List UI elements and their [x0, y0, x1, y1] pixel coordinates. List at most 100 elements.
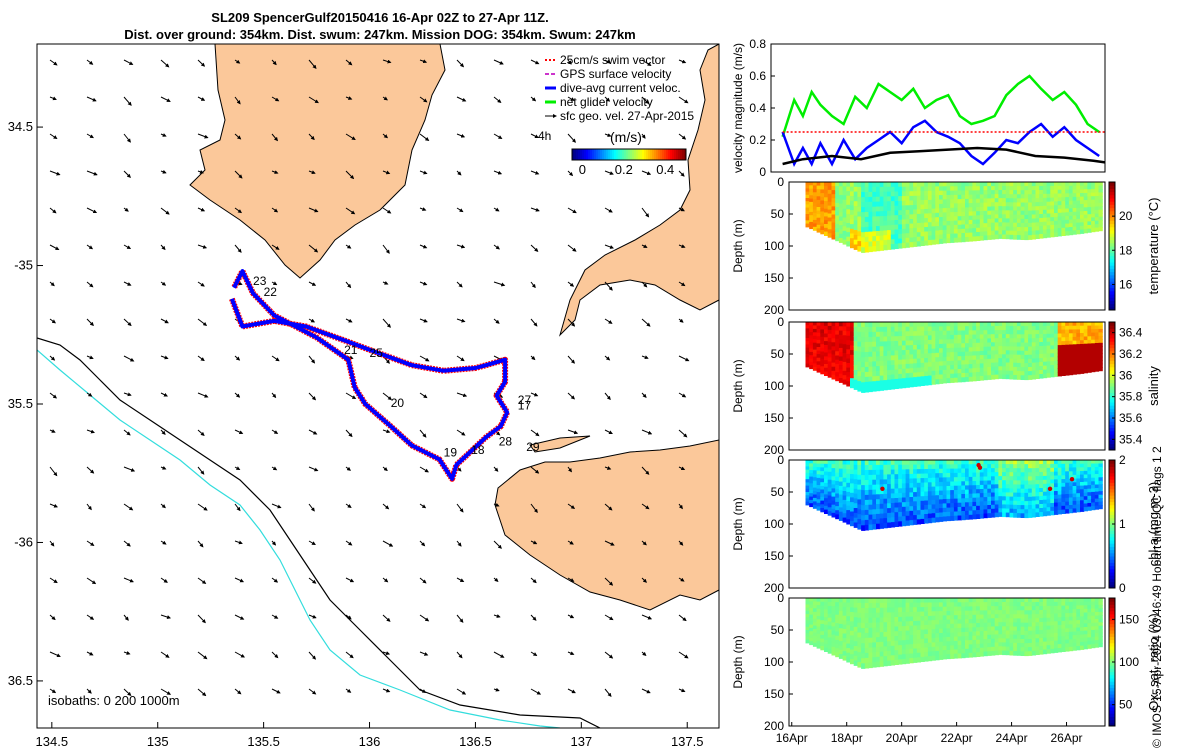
section-cell	[905, 336, 910, 342]
section-cell	[961, 494, 966, 499]
section-cell	[1091, 474, 1096, 479]
section-cell	[994, 598, 999, 603]
section-cell	[1009, 476, 1014, 481]
section-cell	[805, 479, 810, 483]
surface-velocity-arrow	[382, 614, 391, 622]
section-cell	[965, 614, 970, 620]
section-cell	[872, 336, 877, 343]
surface-velocity-arrow	[234, 392, 241, 398]
section-cell	[998, 602, 1003, 607]
surface-velocity-arrow	[456, 170, 462, 176]
section-cell	[998, 214, 1003, 219]
section-cell	[1054, 372, 1059, 377]
section-colorbar-cell	[1109, 504, 1115, 509]
section-cell	[950, 190, 955, 196]
section-cell	[1002, 500, 1007, 505]
section-cell	[812, 202, 818, 207]
section-cell	[901, 635, 907, 641]
section-cell	[950, 598, 955, 603]
section-cell	[857, 642, 862, 648]
section-cell	[820, 642, 825, 647]
section-cell	[1002, 374, 1007, 380]
section-cell	[1028, 222, 1033, 228]
section-cell	[1057, 185, 1062, 191]
section-cell	[820, 478, 825, 483]
section-cell	[965, 364, 970, 370]
section-cell	[901, 186, 907, 192]
section-cell	[861, 628, 866, 634]
section-cell	[1028, 480, 1033, 486]
section-cell	[983, 606, 988, 611]
section-cell	[1016, 334, 1022, 339]
section-cell	[901, 345, 907, 351]
section-cell	[1057, 479, 1062, 484]
section-cell	[853, 498, 858, 504]
section-cell	[876, 607, 881, 614]
section-cell	[901, 649, 907, 655]
section-cell	[876, 182, 881, 188]
section-cell	[965, 194, 970, 200]
section-cell	[805, 182, 810, 186]
section-cell	[876, 346, 881, 352]
section-cell	[831, 468, 836, 473]
section-cell	[831, 496, 836, 502]
section-cell	[927, 473, 933, 479]
section-cell	[883, 331, 888, 338]
section-cell	[972, 186, 977, 191]
surface-velocity-arrow	[234, 244, 242, 253]
section-cell	[1013, 642, 1018, 648]
section-cell	[879, 186, 884, 193]
section-cell	[820, 366, 825, 371]
section-cell	[835, 186, 840, 191]
section-cell	[946, 343, 951, 349]
section-cell	[1054, 197, 1059, 202]
section-cell	[1042, 645, 1048, 651]
section-cell	[879, 216, 884, 222]
section-cell	[905, 191, 910, 197]
section-cell	[991, 354, 996, 360]
section-cell	[920, 191, 925, 197]
section-cell	[805, 214, 810, 218]
section-cell	[1031, 634, 1037, 640]
section-cell	[901, 626, 907, 632]
map-colorbar-tick-label: 0	[579, 162, 586, 177]
section-cell	[827, 322, 832, 327]
section-cell	[850, 196, 855, 202]
surface-velocity-arrow	[49, 207, 57, 214]
section-cell	[968, 652, 973, 658]
section-cell	[1020, 367, 1025, 372]
section-cell	[850, 228, 855, 235]
section-cell	[868, 489, 873, 496]
section-cell	[987, 362, 992, 368]
section-cell	[961, 515, 966, 521]
section-cell	[1042, 221, 1048, 227]
map-colorbar-cell	[590, 149, 593, 160]
section-cell	[805, 485, 810, 490]
section-cell	[1076, 182, 1081, 187]
section-cell	[1020, 472, 1025, 477]
section-cell	[864, 216, 870, 223]
section-cell	[920, 478, 925, 484]
section-cell	[1039, 484, 1044, 489]
section-cell	[1061, 601, 1066, 607]
section-cell	[957, 615, 962, 620]
section-cell	[972, 635, 977, 641]
section-cell	[846, 204, 851, 210]
section-cell	[953, 602, 959, 608]
section-cell	[898, 516, 903, 522]
section-cell	[1009, 322, 1014, 327]
section-cell	[950, 356, 955, 362]
section-cell	[812, 226, 818, 231]
section-cell	[812, 339, 818, 344]
surface-velocity-arrow	[345, 577, 355, 583]
section-cell	[1050, 185, 1055, 191]
section-cell	[805, 498, 810, 503]
section-cell	[913, 223, 918, 229]
section-cell	[1087, 182, 1092, 187]
section-cell	[890, 196, 896, 202]
section-cell	[972, 472, 977, 478]
section-cell	[1068, 219, 1074, 224]
section-cell	[920, 505, 925, 511]
section-cell	[987, 598, 992, 603]
section-cell	[913, 218, 918, 224]
